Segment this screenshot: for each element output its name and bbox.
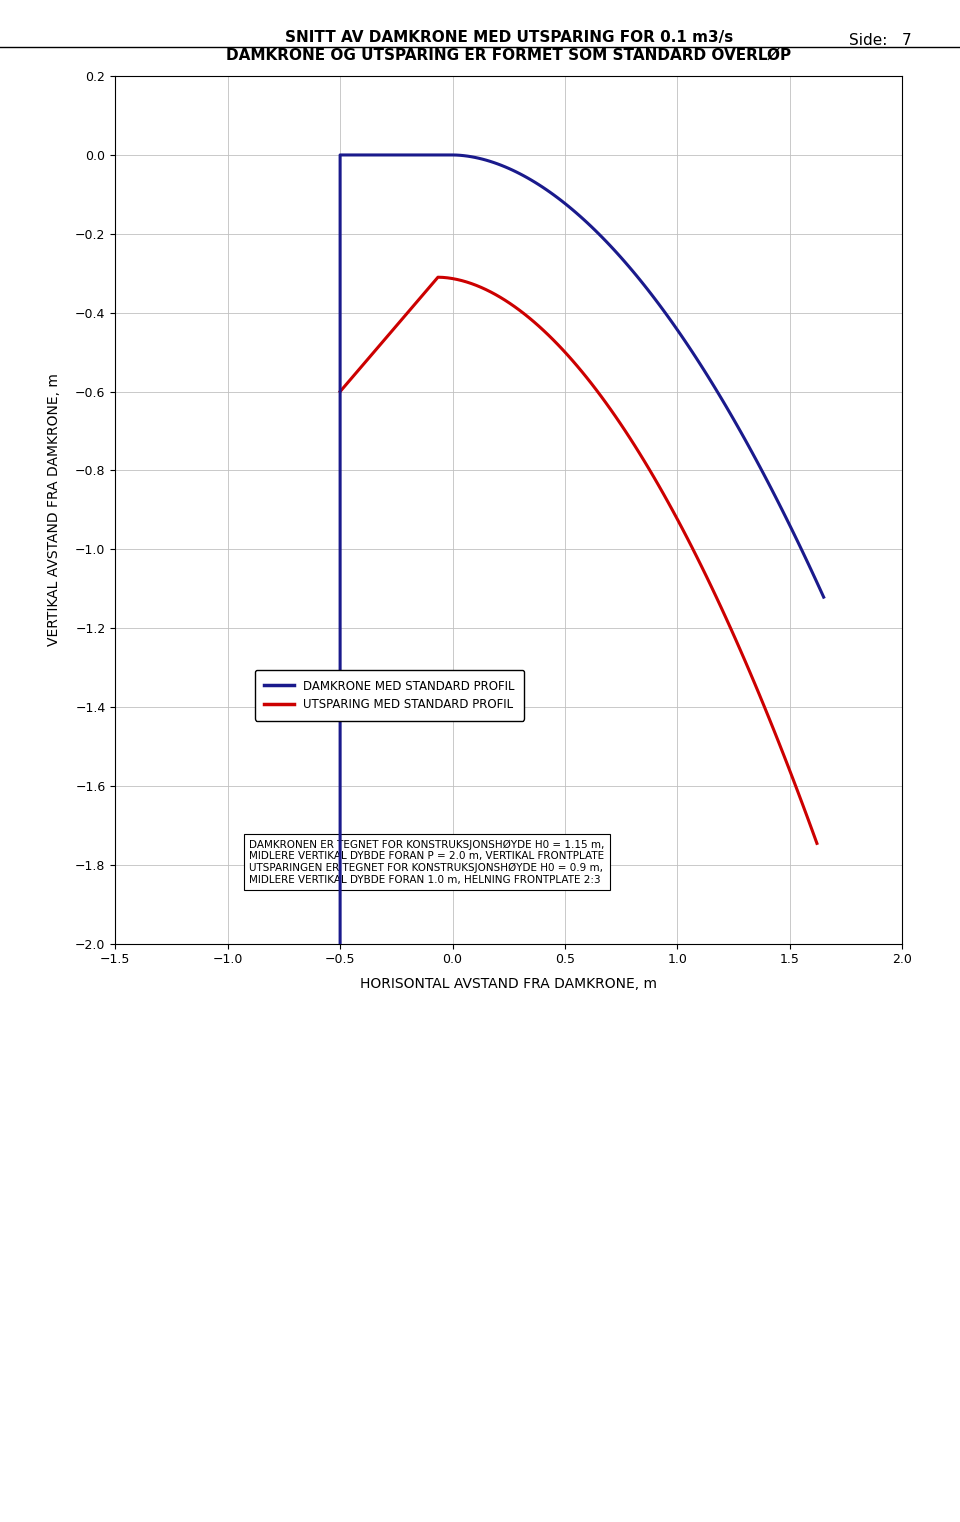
Text: Side:   7: Side: 7 (850, 33, 912, 49)
Legend: DAMKRONE MED STANDARD PROFIL, UTSPARING MED STANDARD PROFIL: DAMKRONE MED STANDARD PROFIL, UTSPARING … (255, 670, 524, 721)
X-axis label: HORISONTAL AVSTAND FRA DAMKRONE, m: HORISONTAL AVSTAND FRA DAMKRONE, m (360, 977, 658, 991)
Title: SNITT AV DAMKRONE MED UTSPARING FOR 0.1 m3/s
DAMKRONE OG UTSPARING ER FORMET SOM: SNITT AV DAMKRONE MED UTSPARING FOR 0.1 … (227, 30, 791, 62)
Y-axis label: VERTIKAL AVSTAND FRA DAMKRONE, m: VERTIKAL AVSTAND FRA DAMKRONE, m (47, 373, 61, 647)
Text: DAMKRONEN ER TEGNET FOR KONSTRUKSJONSHØYDE H0 = 1.15 m,
MIDLERE VERTIKAL DYBDE F: DAMKRONEN ER TEGNET FOR KONSTRUKSJONSHØY… (249, 840, 605, 884)
